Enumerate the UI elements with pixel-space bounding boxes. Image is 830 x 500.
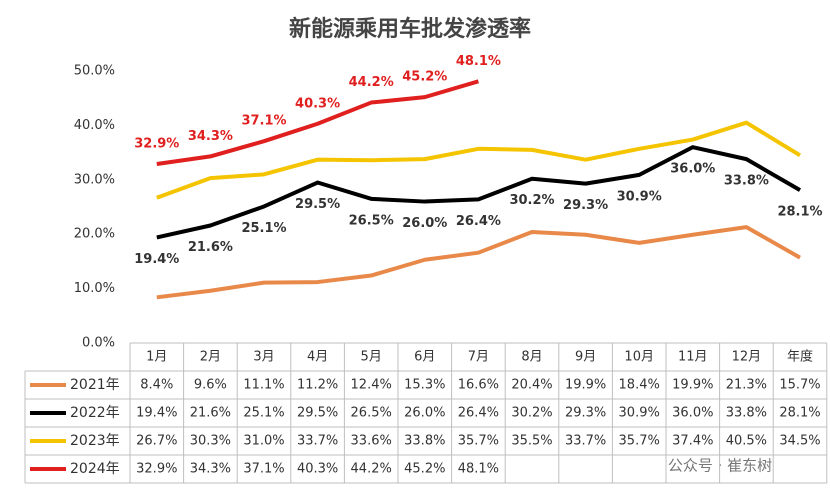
table-cell: 26.4% — [458, 406, 499, 421]
data-label: 32.9% — [134, 137, 179, 152]
x-tick-label: 5月 — [361, 350, 382, 365]
legend-label: 2024年 — [70, 461, 120, 477]
x-tick-label: 8月 — [521, 350, 542, 365]
table-cell: 31.0% — [243, 434, 284, 449]
table-cell: 18.4% — [619, 378, 660, 393]
table-cell: 28.1% — [779, 406, 820, 421]
x-tick-label: 7月 — [468, 350, 489, 365]
table-cell: 44.2% — [351, 462, 392, 477]
table-cell: 40.3% — [297, 462, 338, 477]
table-cell: 26.5% — [351, 406, 392, 421]
y-tick-label: 20.0% — [74, 227, 115, 242]
table-cell: 16.6% — [458, 378, 499, 393]
table-cell: 12.4% — [351, 378, 392, 393]
table-cell: 33.7% — [297, 434, 338, 449]
table-cell: 36.0% — [672, 406, 713, 421]
table-cell: 30.3% — [190, 434, 231, 449]
table-cell: 30.2% — [511, 406, 552, 421]
table-cell: 30.9% — [619, 406, 660, 421]
legend-label: 2021年 — [70, 377, 120, 393]
line — [156, 145, 802, 240]
table-cell: 15.3% — [404, 378, 445, 393]
data-label: 26.0% — [402, 216, 447, 231]
table-cell: 37.1% — [243, 462, 284, 477]
data-label: 25.1% — [241, 221, 286, 236]
table-cell: 34.5% — [779, 434, 820, 449]
y-tick-label: 50.0% — [74, 64, 115, 79]
data-label: 29.3% — [563, 198, 608, 213]
table-cell: 33.6% — [351, 434, 392, 449]
x-tick-label: 10月 — [624, 350, 654, 365]
table-cell: 33.7% — [565, 434, 606, 449]
data-label: 48.1% — [456, 54, 501, 69]
x-tick-label: 9月 — [575, 350, 596, 365]
table-cell: 35.5% — [511, 434, 552, 449]
x-tick-label: 6月 — [414, 350, 435, 365]
table-cell: 26.0% — [404, 406, 445, 421]
chart-title: 新能源乘用车批发渗透率 — [289, 16, 531, 42]
table-cell: 11.1% — [243, 378, 284, 393]
table-cell: 45.2% — [404, 462, 445, 477]
table-cell: 37.4% — [672, 434, 713, 449]
x-tick-label: 年度 — [787, 349, 813, 365]
table-cell: 21.3% — [726, 378, 767, 393]
legend-label: 2023年 — [70, 433, 120, 449]
table-cell: 29.5% — [297, 406, 338, 421]
y-tick-label: 0.0% — [82, 336, 115, 351]
table-cell: 48.1% — [458, 462, 499, 477]
data-label: 30.9% — [617, 189, 662, 204]
data-label: 30.2% — [509, 193, 554, 208]
x-tick-label: 11月 — [678, 350, 708, 365]
line — [156, 225, 801, 300]
legend-label: 2022年 — [70, 405, 120, 421]
table-cell: 20.4% — [511, 378, 552, 393]
table-cell: 19.4% — [136, 406, 177, 421]
table-cell: 9.6% — [194, 378, 227, 393]
table-cell: 40.5% — [726, 434, 767, 449]
line — [156, 79, 479, 167]
data-label: 44.2% — [349, 75, 394, 90]
y-tick-label: 40.0% — [74, 118, 115, 133]
table-cell: 25.1% — [243, 406, 284, 421]
data-label: 26.4% — [456, 214, 501, 229]
data-label: 28.1% — [777, 205, 822, 220]
table-cell: 33.8% — [726, 406, 767, 421]
table-cell: 26.7% — [136, 434, 177, 449]
data-label: 21.6% — [188, 240, 233, 255]
table-cell: 32.9% — [136, 462, 177, 477]
data-label: 33.8% — [724, 174, 769, 189]
table-cell: 34.3% — [190, 462, 231, 477]
x-tick-label: 12月 — [732, 350, 762, 365]
table-cell: 35.7% — [458, 434, 499, 449]
table-cell: 11.2% — [297, 378, 338, 393]
x-tick-label: 4月 — [307, 350, 328, 365]
y-tick-label: 30.0% — [74, 172, 115, 187]
table-cell: 21.6% — [190, 406, 231, 421]
line — [156, 120, 802, 200]
y-tick-label: 10.0% — [74, 281, 115, 296]
table-cell: 35.7% — [619, 434, 660, 449]
table-cell: 15.7% — [779, 378, 820, 393]
x-tick-label: 2月 — [200, 350, 221, 365]
x-tick-label: 1月 — [146, 350, 167, 365]
data-label: 19.4% — [134, 252, 179, 267]
data-label: 34.3% — [188, 129, 233, 144]
table-cell: 19.9% — [565, 378, 606, 393]
data-label: 36.0% — [670, 162, 715, 177]
data-label: 29.5% — [295, 197, 340, 212]
data-label: 26.5% — [349, 213, 394, 228]
table-cell: 8.4% — [140, 378, 173, 393]
x-tick-label: 3月 — [253, 350, 274, 365]
data-label: 45.2% — [402, 70, 447, 85]
table-cell: 29.3% — [565, 406, 606, 421]
data-label: 40.3% — [295, 96, 340, 111]
data-label: 37.1% — [241, 114, 286, 129]
table-cell: 19.9% — [672, 378, 713, 393]
table-cell: 33.8% — [404, 434, 445, 449]
